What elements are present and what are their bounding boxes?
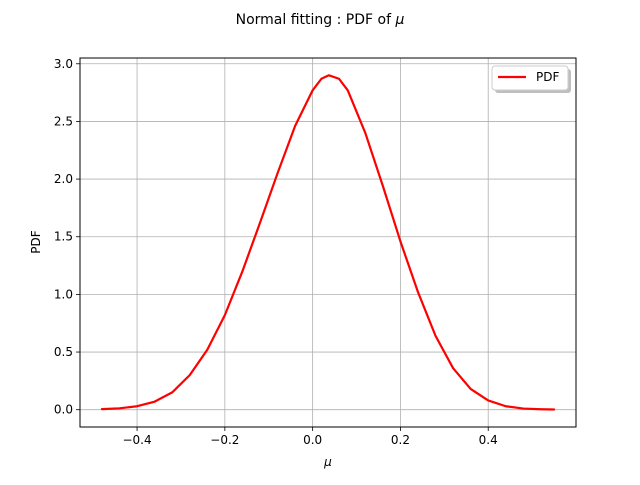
plot-area-frame	[79, 57, 577, 428]
y-tick-label: 1.0	[54, 287, 73, 301]
legend-box	[491, 65, 569, 91]
chart-title: Normal fitting : PDF of μ	[236, 12, 405, 28]
y-tick-label: 2.5	[54, 114, 73, 128]
x-axis-label: μ	[323, 455, 332, 469]
x-tick-label: −0.2	[210, 433, 239, 447]
y-tick-label: 0.0	[54, 403, 73, 417]
y-tick-label: 1.5	[54, 230, 73, 244]
legend: PDF	[491, 65, 571, 93]
x-tick-label: −0.4	[122, 433, 151, 447]
legend-label: PDF	[536, 70, 559, 84]
series-layer	[100, 74, 556, 411]
pdf-series-line	[100, 74, 556, 411]
x-tick-label: 0.4	[479, 433, 498, 447]
y-tick-label: 0.5	[54, 345, 73, 359]
ticks: −0.4 −0.2 0.0 0.2 0.4 0.0 0.5 1.0 1.5 2.0 2.5 3.0	[54, 57, 498, 447]
grid	[80, 58, 576, 427]
y-tick-label: 2.0	[54, 172, 73, 186]
x-tick-label: 0.2	[391, 433, 410, 447]
x-tick-label: 0.0	[303, 433, 322, 447]
y-tick-label: 3.0	[54, 57, 73, 71]
y-axis-label: PDF	[29, 230, 43, 253]
